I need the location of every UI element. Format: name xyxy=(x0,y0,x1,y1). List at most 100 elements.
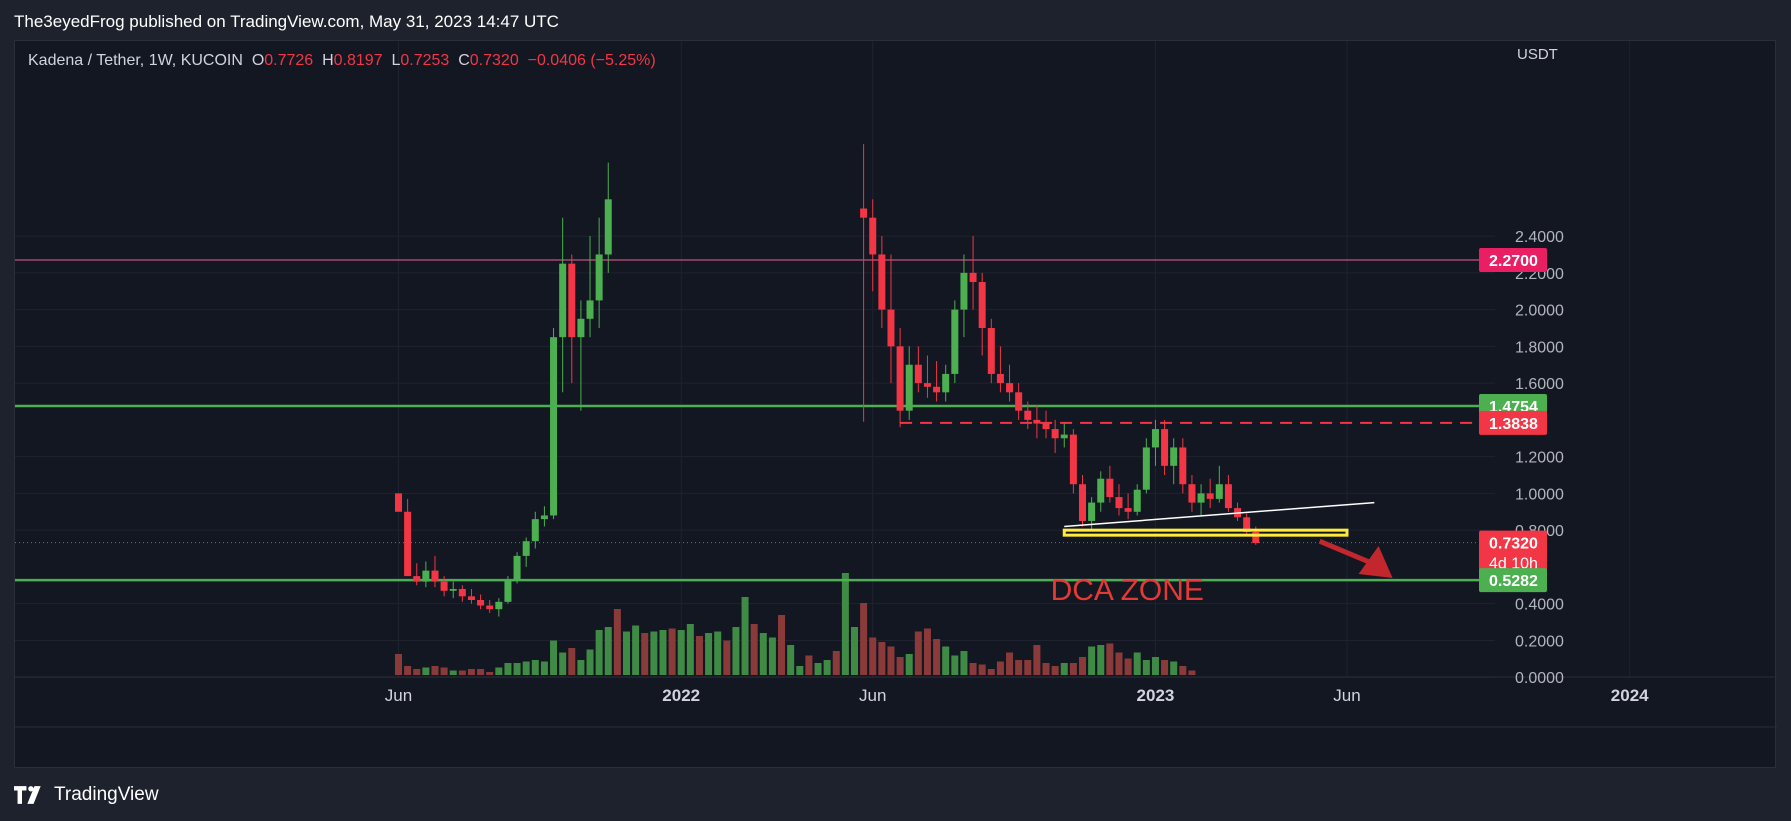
open-label: O xyxy=(251,52,265,69)
volume-bar xyxy=(623,631,630,675)
candle-body xyxy=(987,327,995,374)
volume-bar xyxy=(440,667,448,675)
volume-bar xyxy=(1097,645,1105,675)
candle-body xyxy=(440,581,448,591)
candle-body xyxy=(1151,429,1159,448)
price-label-support xyxy=(1479,568,1547,593)
candle-body xyxy=(1243,517,1251,532)
candle-body xyxy=(905,364,913,411)
tradingview-logo-icon xyxy=(14,786,41,804)
candle-body xyxy=(1042,423,1050,430)
volume-bar xyxy=(1133,652,1141,675)
chart-frame[interactable]: DCA ZONE USDT 2.4000 2.2000 2.0000 1.8000 1.60… xyxy=(14,40,1777,769)
support-zone-box xyxy=(1062,528,1349,537)
volume-bar xyxy=(1179,666,1187,675)
trend-line xyxy=(1064,501,1375,528)
candle-body xyxy=(1161,429,1169,466)
candle-body xyxy=(960,272,968,310)
x-tick-label: 2024 xyxy=(1611,686,1649,705)
volume-bar xyxy=(841,573,849,675)
volume-bar xyxy=(1042,663,1050,675)
volume-bar xyxy=(1151,657,1159,675)
volume-bar xyxy=(741,597,749,675)
volume-bar xyxy=(787,645,795,675)
volume-bar xyxy=(559,652,567,675)
volume-bar xyxy=(540,661,548,675)
volume-bar xyxy=(550,640,558,675)
volume-bar xyxy=(923,628,931,675)
candle-body xyxy=(1206,493,1214,499)
volume-bar xyxy=(1124,658,1132,675)
x-tick-label: Jun xyxy=(1333,686,1360,705)
candle-body xyxy=(1170,447,1178,466)
price-label-text: 1.3838 xyxy=(1489,416,1538,433)
candle-body xyxy=(595,254,603,301)
arrow-head xyxy=(1358,545,1393,578)
candle-body xyxy=(996,373,1004,384)
candle-body xyxy=(942,373,950,393)
volume-bar xyxy=(495,667,503,675)
volume-bar xyxy=(905,654,913,675)
candle-body xyxy=(522,541,530,556)
candle-body xyxy=(550,337,558,516)
volume-bar xyxy=(796,666,804,675)
volume-bar xyxy=(1188,670,1196,675)
volume-bar xyxy=(504,663,512,675)
volume-bar xyxy=(404,666,412,675)
candle-body xyxy=(1060,434,1068,439)
y-tick-label: 0.4000 xyxy=(1515,597,1564,614)
candle-body xyxy=(495,601,503,610)
volume-bar xyxy=(486,672,494,675)
price-label-text: 2.2700 xyxy=(1489,253,1538,270)
candle-body xyxy=(1097,478,1105,503)
dca-zone-label: DCA ZONE xyxy=(1051,574,1204,607)
volume-bar xyxy=(477,669,485,675)
currency-label: USDT xyxy=(1517,46,1558,63)
volume-bar xyxy=(869,637,877,675)
volume-bar xyxy=(1079,657,1086,675)
volume-bar xyxy=(604,627,612,675)
candle-body xyxy=(1224,484,1232,509)
candle-body xyxy=(1252,531,1260,544)
candle-body xyxy=(477,600,485,606)
x-tick-label: 2022 xyxy=(662,686,700,705)
volume-bar xyxy=(695,636,703,675)
x-tick-label: 2023 xyxy=(1137,686,1175,705)
volume-bar xyxy=(1106,643,1114,675)
candle-body xyxy=(1069,434,1077,485)
candle-body xyxy=(923,383,931,387)
y-tick-label: 2.4000 xyxy=(1515,229,1564,246)
volume-bar xyxy=(1051,666,1059,675)
volume-bar xyxy=(422,667,430,675)
volume-bar xyxy=(413,669,421,675)
price-chart[interactable]: DCA ZONEUSDT2.40002.20002.00001.80001.60… xyxy=(15,41,1777,769)
candle-body xyxy=(896,346,904,411)
tradingview-brand[interactable]: TradingView xyxy=(14,782,159,808)
candle-body xyxy=(914,364,922,384)
volume-bar xyxy=(522,661,530,675)
candle-body xyxy=(531,519,539,542)
volume-bar xyxy=(686,624,694,675)
volume-bar xyxy=(768,637,776,675)
volume-bar xyxy=(860,603,868,675)
volume-bar xyxy=(814,663,822,675)
y-tick-label: 1.0000 xyxy=(1515,486,1564,503)
candle-body xyxy=(933,386,941,393)
volume-bar xyxy=(960,651,968,675)
volume-bar xyxy=(732,627,740,675)
volume-bar xyxy=(577,660,585,675)
volume-bar xyxy=(1115,652,1123,675)
candle-body xyxy=(1079,484,1086,521)
volume-bar xyxy=(805,655,813,675)
candle-body xyxy=(413,576,421,582)
candle-body xyxy=(1188,484,1196,503)
volume-bar xyxy=(1069,663,1077,675)
brand-name: TradingView xyxy=(54,784,159,805)
candle-body xyxy=(869,217,877,255)
volume-bar xyxy=(942,646,950,675)
volume-bar xyxy=(832,651,840,675)
y-tick-label: 1.2000 xyxy=(1515,450,1564,467)
y-tick-label: 1.6000 xyxy=(1515,376,1564,393)
candle-body xyxy=(887,309,895,347)
volume-bar xyxy=(1033,645,1041,675)
